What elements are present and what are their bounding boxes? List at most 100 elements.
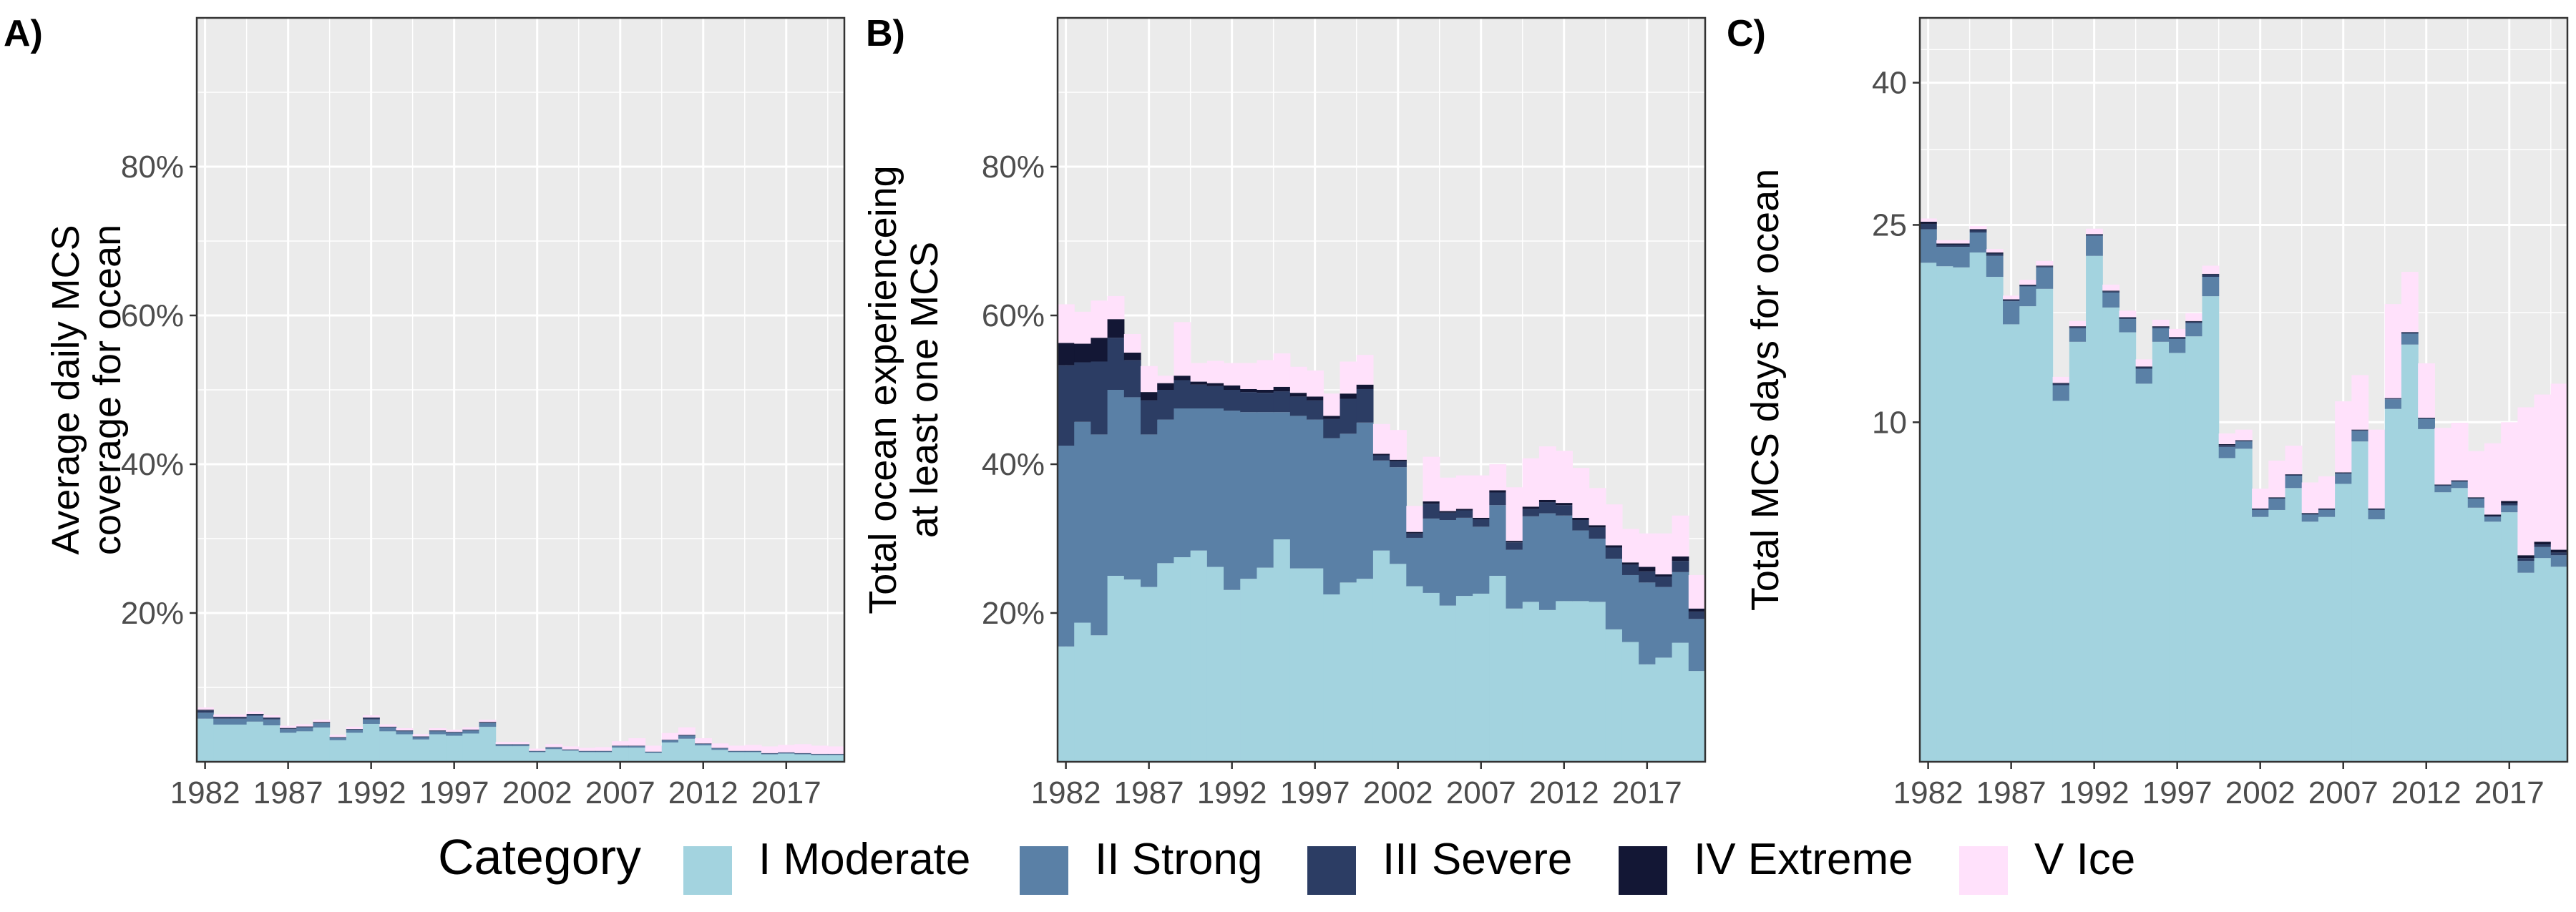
x-tick-label: 1982 xyxy=(1893,775,1963,810)
bar-segment-ii-strong-1991 xyxy=(2069,328,2087,342)
bar-segment-v-ice-2009 xyxy=(1506,487,1523,541)
bar-segment-iv-extreme-1997 xyxy=(2169,337,2186,338)
panel-label: B) xyxy=(866,13,905,54)
bar-segment-iv-extreme-2016 xyxy=(1621,562,1639,565)
bar-segment-ii-strong-1988 xyxy=(1157,419,1175,564)
bar-segment-ii-strong-2008 xyxy=(2351,431,2369,442)
bar-segment-iv-extreme-1982 xyxy=(1058,343,1075,366)
bar-segment-iv-extreme-2009 xyxy=(1506,541,1523,543)
bar-segment-iii-severe-2002 xyxy=(529,750,546,752)
bar-segment-ii-strong-2011 xyxy=(1538,513,1556,610)
bar-segment-iv-extreme-1984 xyxy=(1953,243,1971,245)
bar-segment-i-moderate-1989 xyxy=(1174,557,1191,762)
bar-segment-iii-severe-2007 xyxy=(1473,519,1490,527)
panel-1: 20% 40% 60% 80% 1982 1987 1992 1997 2002 2007 2012… xyxy=(4,13,846,810)
bar-segment-iii-severe-1991 xyxy=(346,729,364,730)
bar-segment-iv-extreme-1989 xyxy=(1174,376,1191,381)
bar-segment-iii-severe-2014 xyxy=(728,750,746,752)
bar-segment-iii-severe-2001 xyxy=(1372,455,1390,461)
x-tick-label: 1982 xyxy=(1031,775,1101,810)
bar-segment-i-moderate-1985 xyxy=(1969,252,1987,762)
bar-segment-ii-strong-1985 xyxy=(1969,232,1987,252)
bar-segment-ii-strong-2012 xyxy=(2418,418,2435,429)
bar-segment-i-moderate-1991 xyxy=(1206,567,1224,762)
bar-segment-iii-severe-2019 xyxy=(1672,561,1689,572)
bar-segment-i-moderate-1984 xyxy=(1091,635,1108,762)
bar-segment-iii-severe-1989 xyxy=(2036,266,2054,268)
bar-segment-iv-extreme-2015 xyxy=(2467,497,2485,498)
bar-segment-ii-strong-2017 xyxy=(778,752,795,754)
bar-segment-v-ice-2001 xyxy=(2235,429,2253,441)
bar-segment-i-moderate-1988 xyxy=(296,731,314,762)
bar-segment-iii-severe-1990 xyxy=(329,737,347,738)
bar-segment-v-ice-2015 xyxy=(1605,504,1623,546)
bar-segment-v-ice-2000 xyxy=(1356,355,1374,385)
bar-segment-iv-extreme-1988 xyxy=(1157,383,1175,390)
bar-segment-i-moderate-2006 xyxy=(595,752,613,762)
bar-segment-ii-strong-1999 xyxy=(479,722,497,727)
y-tick-label: 25 xyxy=(1872,207,1907,242)
bar-segment-v-ice-2004 xyxy=(562,746,580,750)
bar-segment-i-moderate-2011 xyxy=(678,738,696,762)
bar-segment-ii-strong-2011 xyxy=(678,735,696,739)
bar-segment-ii-strong-2000 xyxy=(2218,446,2236,459)
bar-segment-iii-severe-2011 xyxy=(1538,502,1556,514)
bar-segment-v-ice-2002 xyxy=(2252,489,2269,509)
x-tick-label: 2012 xyxy=(668,775,738,810)
bar-segment-iii-severe-1988 xyxy=(1157,390,1175,420)
bar-segment-iii-severe-2015 xyxy=(1605,547,1623,559)
bar-segment-iii-severe-1999 xyxy=(1340,398,1357,434)
bar-segment-iii-severe-2013 xyxy=(711,747,729,749)
bar-segment-v-ice-1993 xyxy=(379,724,397,727)
bar-segment-i-moderate-2020 xyxy=(827,755,845,762)
legend-label: IV Extreme xyxy=(1694,835,1913,884)
legend-label: V Ice xyxy=(2034,835,2135,884)
legend-label: III Severe xyxy=(1382,835,1572,884)
bar-segment-iii-severe-2011 xyxy=(2401,332,2419,334)
bar-segment-iii-severe-1985 xyxy=(1107,338,1125,390)
bar-segment-ii-strong-1987 xyxy=(1141,434,1158,587)
x-tick-label: 1987 xyxy=(253,775,323,810)
bar-segment-v-ice-2014 xyxy=(1589,488,1606,526)
bar-segment-iv-extreme-2003 xyxy=(2268,497,2286,498)
bar-segment-i-moderate-2003 xyxy=(2268,509,2286,762)
x-tick-label: 2002 xyxy=(1363,775,1433,810)
bar-segment-iii-severe-2016 xyxy=(1621,564,1639,575)
bar-segment-iv-extreme-2018 xyxy=(2517,555,2535,559)
bars xyxy=(1920,218,2568,763)
bar-segment-iii-severe-1985 xyxy=(1969,230,1987,233)
bar-segment-iv-extreme-1994 xyxy=(2119,317,2137,318)
bar-segment-iii-severe-1985 xyxy=(246,714,264,716)
bar-segment-i-moderate-2014 xyxy=(728,752,746,762)
bar-segment-iii-severe-1987 xyxy=(280,728,297,730)
bar-segment-iv-extreme-2019 xyxy=(2534,541,2552,545)
bar-segment-ii-strong-1988 xyxy=(2019,286,2037,307)
bar-segment-i-moderate-1999 xyxy=(479,727,497,762)
bar-segment-iv-extreme-2000 xyxy=(2218,443,2236,446)
bar-segment-ii-strong-2015 xyxy=(2467,499,2485,508)
bar-segment-i-moderate-1999 xyxy=(2202,296,2220,762)
bar-segment-ii-strong-2006 xyxy=(595,751,613,752)
bar-segment-iii-severe-1999 xyxy=(2202,274,2220,278)
bar-segment-v-ice-2015 xyxy=(2467,451,2485,498)
bar-segment-v-ice-2006 xyxy=(1455,475,1473,509)
bar-segment-v-ice-1995 xyxy=(2135,359,2153,367)
bar-segment-iii-severe-2012 xyxy=(695,743,712,745)
bar-segment-ii-strong-2001 xyxy=(512,745,530,747)
x-tick-label: 2007 xyxy=(1446,775,1516,810)
bar-segment-iv-extreme-2016 xyxy=(2484,514,2502,516)
bar-segment-ii-strong-1994 xyxy=(396,731,414,735)
bar-segment-v-ice-2014 xyxy=(728,745,746,751)
bar-segment-i-moderate-2017 xyxy=(2501,512,2518,762)
bar-segment-i-moderate-1993 xyxy=(379,731,397,762)
bar-segment-v-ice-1997 xyxy=(1307,370,1324,397)
bar-segment-ii-strong-2007 xyxy=(2335,474,2352,484)
bar-segment-i-moderate-2013 xyxy=(2434,492,2452,762)
bar-segment-iii-severe-1994 xyxy=(396,730,414,732)
bar-segment-iv-extreme-2018 xyxy=(1655,574,1673,577)
bar-segment-iv-extreme-2011 xyxy=(1538,499,1556,503)
bar-segment-ii-strong-2002 xyxy=(1390,467,1407,564)
bar-segment-iii-severe-2008 xyxy=(628,745,646,747)
y-axis-title: at least one MCS xyxy=(903,242,946,538)
bar-segment-iv-extreme-1997 xyxy=(1307,396,1324,401)
